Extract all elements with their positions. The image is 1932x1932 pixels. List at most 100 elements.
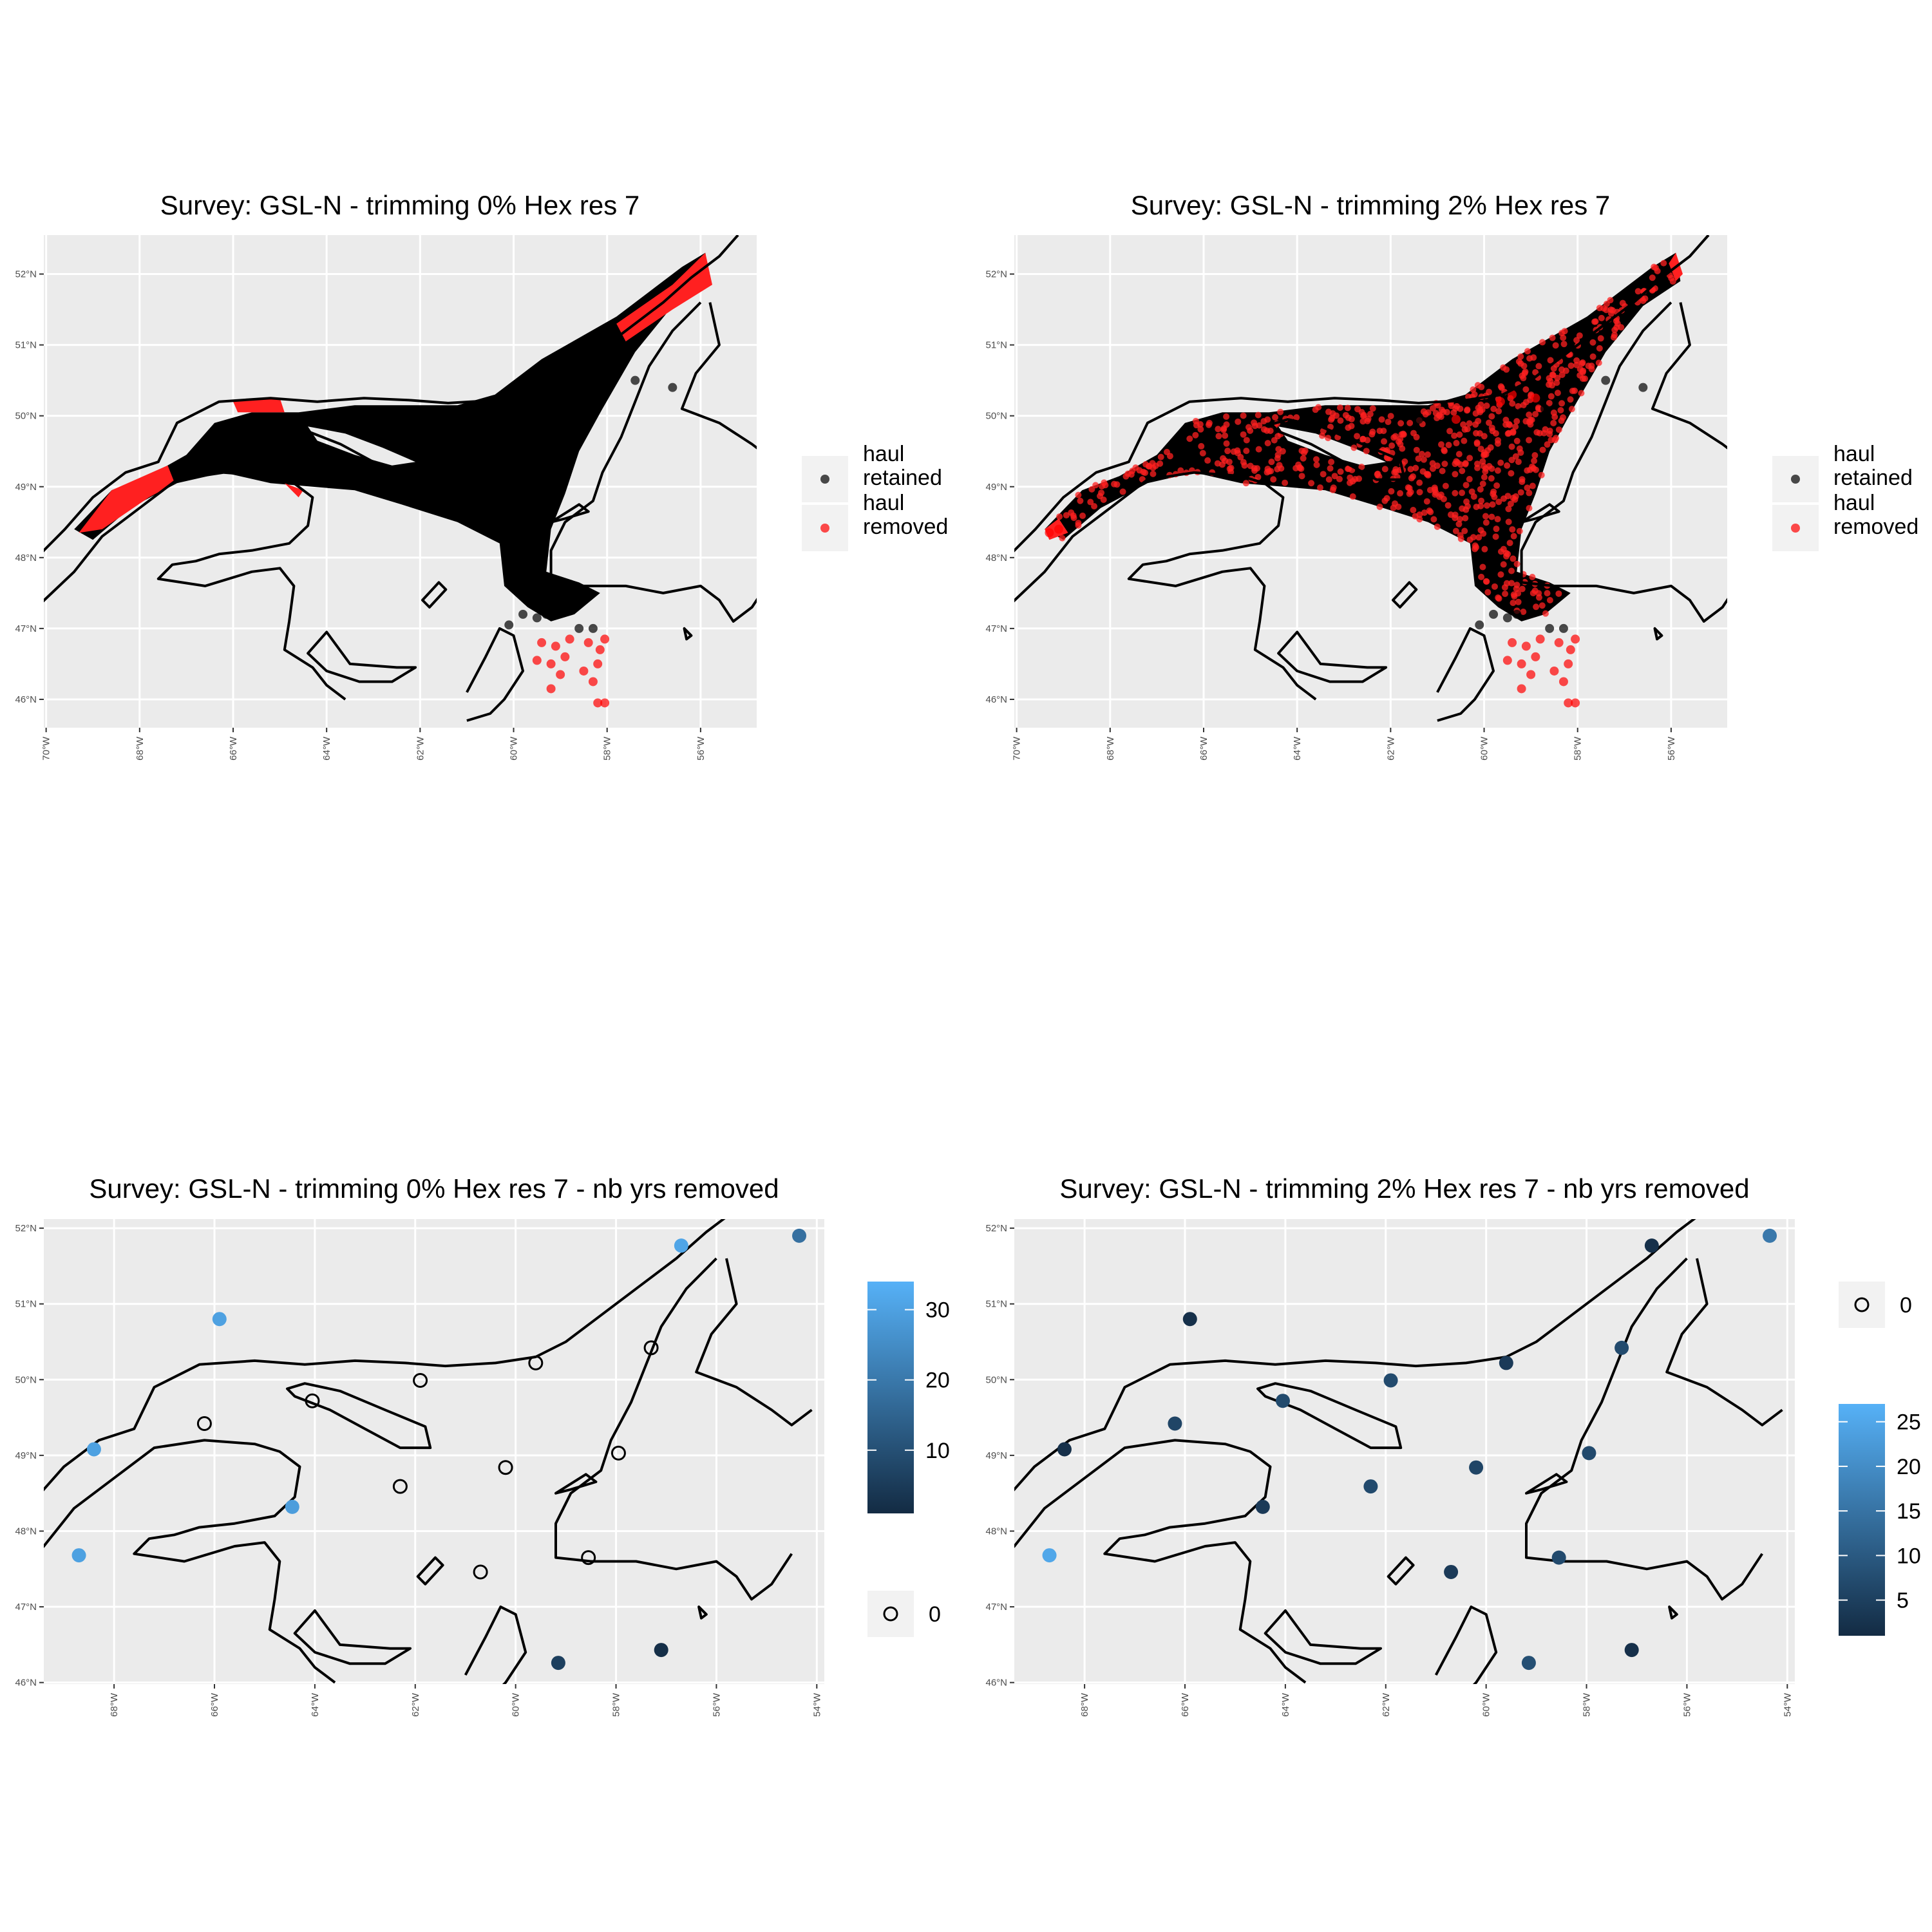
- removed-haul-point: [1268, 459, 1275, 466]
- removed-haul-point: [1552, 342, 1559, 349]
- y-tick-label: 50°N: [15, 411, 37, 422]
- colorbar-legend: 5 10 15 20 25: [1839, 1404, 1921, 1636]
- removed-haul-point: [1607, 297, 1614, 304]
- removed-haul-point: [1128, 471, 1135, 478]
- removed-haul-point: [1502, 656, 1512, 665]
- removed-haul-point: [1205, 421, 1212, 428]
- panel-title: Survey: GSL-N - trimming 2% Hex res 7 - …: [1059, 1173, 1749, 1204]
- map-panel-p2: Survey: GSL-N - trimming 2% Hex res 7 70°…: [985, 190, 1918, 761]
- removed-haul-point: [1470, 534, 1477, 541]
- removed-haul-point: [1482, 578, 1490, 585]
- removed-haul-point: [1272, 414, 1279, 421]
- removed-haul-point: [1470, 493, 1477, 500]
- removed-haul-point: [1547, 357, 1554, 364]
- removed-haul-point: [1522, 368, 1529, 375]
- retained-haul-point: [1517, 408, 1526, 417]
- coastline-magdalen: [416, 1556, 444, 1586]
- removed-haul-point: [1560, 341, 1567, 348]
- x-tick-label: 66°W: [1180, 1692, 1191, 1717]
- removed-haul-point: [1526, 505, 1533, 512]
- removed-haul-point: [1332, 412, 1340, 419]
- removed-haul-point: [1603, 307, 1610, 314]
- removed-haul-point: [546, 684, 556, 694]
- removed-haul-point: [1328, 459, 1335, 466]
- removed-haul-point: [1422, 411, 1429, 418]
- removed-haul-point: [1495, 498, 1502, 506]
- coastline-northShore: [1014, 1219, 1696, 1492]
- removed-haul-point: [1381, 438, 1388, 445]
- removed-haul-point: [1619, 299, 1626, 307]
- retained-haul-point: [574, 623, 584, 633]
- removed-haul-point: [1397, 420, 1405, 427]
- colorbar-tick-label: 15: [1897, 1499, 1921, 1524]
- removed-haul-point: [1197, 426, 1204, 433]
- removed-haul-point: [551, 641, 560, 651]
- removed-haul-point: [1479, 564, 1486, 571]
- removed-haul-point: [560, 652, 570, 661]
- removed-haul-point: [1585, 363, 1592, 370]
- removed-haul-point: [1510, 555, 1517, 562]
- removed-haul-point: [1091, 503, 1098, 510]
- removed-haul-point: [1282, 479, 1289, 486]
- coastline-stPierre: [697, 1605, 708, 1620]
- y-tick-label: 51°N: [985, 340, 1007, 351]
- removed-haul-point: [1520, 608, 1527, 615]
- removed-haul-point: [1539, 602, 1546, 609]
- hex-point-zero: [196, 1416, 212, 1431]
- map-panel-p1: Survey: GSL-N - trimming 0% Hex res 7 70°…: [15, 190, 948, 761]
- removed-haul-point: [1517, 659, 1526, 668]
- x-tick-label: 70°W: [1012, 736, 1023, 761]
- removed-haul-point: [1473, 504, 1480, 511]
- x-tick-label: 58°W: [1573, 736, 1584, 761]
- removed-haul-point: [1539, 446, 1546, 453]
- colorbar: [1839, 1404, 1885, 1636]
- removed-haul-point: [1452, 471, 1459, 478]
- removed-haul-point: [1435, 412, 1443, 419]
- hex-point-zero: [392, 1479, 408, 1494]
- coastline-gaspe: [44, 1439, 336, 1684]
- retained-haul-point: [1601, 375, 1611, 385]
- legend-label: removed: [863, 515, 948, 539]
- removed-haul-point: [1271, 437, 1278, 444]
- removed-haul-point: [593, 659, 603, 668]
- removed-haul-point: [1466, 455, 1473, 462]
- removed-haul-point: [1557, 406, 1564, 413]
- removed-haul-point: [1555, 590, 1562, 597]
- y-tick-label: 52°N: [15, 269, 37, 280]
- removed-haul-point: [1475, 534, 1482, 541]
- removed-haul-point: [1328, 416, 1335, 423]
- removed-haul-point: [1350, 444, 1358, 451]
- removed-haul-point: [1227, 464, 1235, 471]
- removed-haul-point: [1486, 388, 1493, 395]
- removed-haul-point: [1461, 437, 1468, 444]
- removed-haul-point: [1513, 585, 1520, 592]
- removed-haul-point: [1298, 447, 1305, 454]
- hex-point: [1444, 1564, 1459, 1579]
- removed-haul-point: [1087, 498, 1094, 506]
- removed-haul-point: [1260, 426, 1267, 433]
- removed-haul-point: [1102, 482, 1109, 489]
- hex-point: [1615, 1340, 1629, 1355]
- removed-haul-point: [1503, 553, 1510, 560]
- coastline-newfoundland: [554, 1257, 793, 1601]
- removed-haul-point: [1596, 345, 1603, 352]
- retained-haul-point: [630, 375, 640, 385]
- hex-point: [1383, 1373, 1398, 1388]
- removed-haul-point: [1526, 412, 1533, 419]
- removed-haul-point: [1489, 428, 1496, 435]
- removed-haul-point: [1522, 399, 1530, 406]
- removed-haul-point: [1397, 435, 1404, 442]
- coastline-magdalen: [421, 581, 448, 609]
- removed-haul-point: [1451, 432, 1458, 439]
- removed-haul-point: [1571, 634, 1580, 644]
- hex-point: [1275, 1394, 1290, 1408]
- removed-haul-point: [1392, 500, 1399, 507]
- coastline-capeBreton: [1434, 1605, 1498, 1684]
- removed-haul-point: [1660, 260, 1667, 267]
- removed-haul-point: [1502, 421, 1510, 428]
- hex-point: [285, 1499, 299, 1514]
- coastline-nfldEast: [695, 1258, 813, 1426]
- x-tick-label: 64°W: [1292, 736, 1303, 761]
- removed-haul-point: [1408, 475, 1415, 482]
